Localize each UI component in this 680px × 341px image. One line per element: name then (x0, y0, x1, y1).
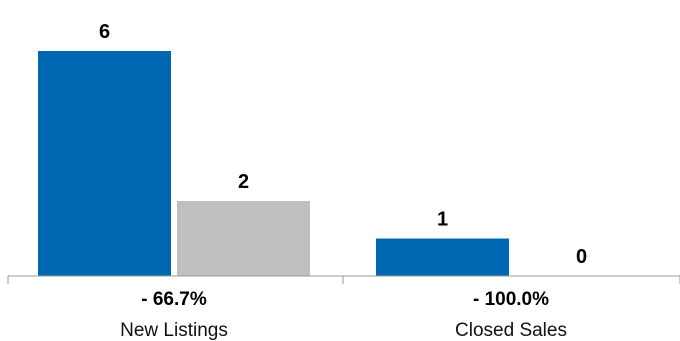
percent-change-label: - 100.0% (473, 289, 549, 310)
percent-change-label: - 66.7% (141, 289, 207, 310)
value-label: 2 (238, 171, 249, 193)
category-labels-group: - 66.7% New Listings - 100.0% Closed Sales (120, 289, 567, 341)
x-axis-ticks (7, 276, 680, 284)
category-label: New Listings (120, 320, 228, 341)
bar-closed-sales-series-1 (376, 238, 509, 276)
bar-new-listings-series-1 (38, 51, 171, 276)
category-label: Closed Sales (455, 320, 567, 341)
bars-group (38, 51, 509, 276)
value-label: 1 (437, 209, 448, 231)
value-label: 6 (99, 21, 110, 43)
value-labels-group: 6 2 1 0 (99, 21, 587, 268)
bar-new-listings-series-2 (177, 201, 310, 276)
value-label: 0 (576, 246, 587, 268)
